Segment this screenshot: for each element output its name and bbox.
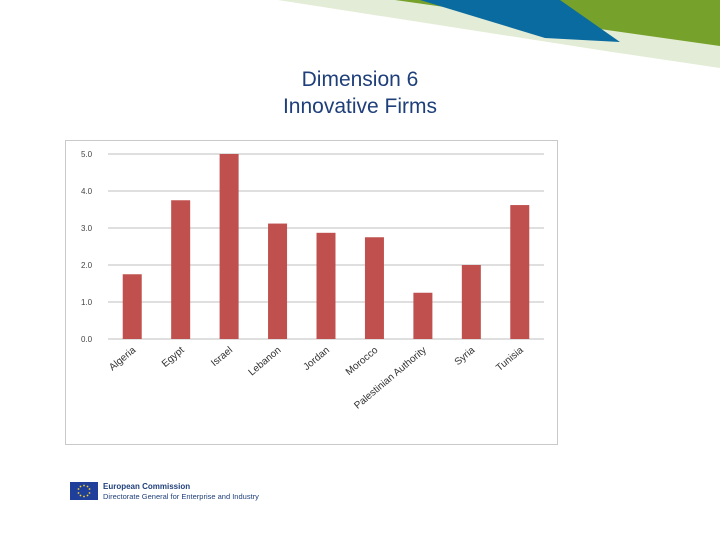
x-tick-label: Egypt bbox=[160, 345, 187, 370]
y-tick-label: 4.0 bbox=[81, 187, 93, 196]
bar bbox=[171, 200, 191, 339]
x-tick-label: Syria bbox=[453, 345, 478, 368]
bar bbox=[122, 274, 142, 339]
bar bbox=[268, 223, 288, 339]
title-line-2: Innovative Firms bbox=[282, 95, 438, 118]
x-tick-label: Lebanon bbox=[247, 345, 284, 378]
bar bbox=[461, 265, 481, 339]
footer-org: European Commission bbox=[103, 482, 191, 491]
y-tick-label: 3.0 bbox=[81, 224, 93, 233]
y-tick-label: 0.0 bbox=[81, 335, 93, 344]
eu-flag-logo bbox=[70, 482, 98, 500]
y-tick-label: 2.0 bbox=[81, 261, 93, 270]
chart-frame: 0.0 1.0 2.0 3.0 4.0 5.0 Algeria Egypt Israel Leba… bbox=[65, 140, 558, 445]
x-tick-label: Tunisia bbox=[494, 345, 526, 374]
y-tick-label: 1.0 bbox=[81, 298, 93, 307]
x-tick-label: Morocco bbox=[344, 345, 381, 378]
slide-title: Dimension 6 Innovative Firms bbox=[0, 66, 720, 120]
bar bbox=[510, 205, 530, 339]
bar bbox=[316, 232, 336, 339]
x-tick-label: Jordan bbox=[301, 345, 331, 373]
footer: European Commission Directorate General … bbox=[103, 482, 259, 502]
corner-decoration bbox=[278, 0, 720, 68]
title-line-1: Dimension 6 bbox=[301, 68, 419, 91]
y-tick-label: 5.0 bbox=[81, 150, 93, 159]
bar bbox=[413, 292, 433, 339]
bar bbox=[364, 237, 384, 339]
footer-dept: Directorate General for Enterprise and I… bbox=[103, 492, 259, 501]
bar-chart: 0.0 1.0 2.0 3.0 4.0 5.0 Algeria Egypt Israel Leba… bbox=[81, 150, 544, 412]
x-tick-label: Israel bbox=[209, 345, 235, 369]
x-tick-label: Algeria bbox=[107, 345, 138, 374]
bar bbox=[219, 154, 239, 339]
